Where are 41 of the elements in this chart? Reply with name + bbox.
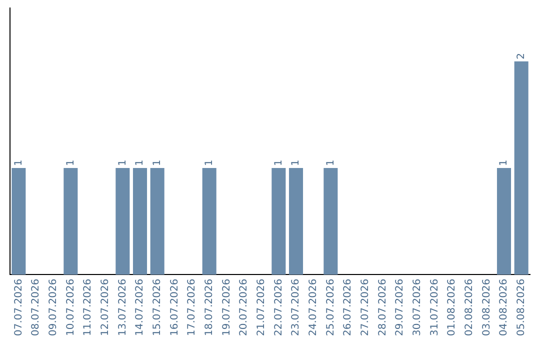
x-tick-label: 16.07.2026 — [169, 278, 180, 336]
x-tick-label: 15.07.2026 — [152, 278, 163, 336]
data-label: 1 — [498, 160, 510, 166]
x-tick-label: 28.07.2026 — [377, 278, 388, 336]
x-tick-label: 30.07.2026 — [412, 278, 423, 336]
x-tick-label: 22.07.2026 — [273, 278, 284, 336]
x-tick-label: 23.07.2026 — [290, 278, 302, 336]
x-tick-label: 19.07.2026 — [221, 278, 232, 336]
data-label: 1 — [117, 160, 128, 166]
x-tick-label: 11.07.2026 — [82, 278, 94, 336]
x-tick-label: 02.08.2026 — [464, 278, 475, 336]
x-tick-label: 26.07.2026 — [342, 278, 354, 336]
x-tick-label: 25.07.2026 — [325, 278, 336, 336]
x-tick-label: 08.07.2026 — [30, 278, 42, 336]
x-tick-label: 10.07.2026 — [65, 278, 76, 336]
x-tick-label: 09.07.2026 — [48, 278, 59, 336]
x-tick-label: 14.07.2026 — [134, 278, 146, 336]
x-tick-label: 05.08.2026 — [516, 278, 527, 336]
data-label: 1 — [134, 160, 146, 166]
x-tick-label: 12.07.2026 — [100, 278, 111, 336]
data-label: 1 — [204, 160, 215, 166]
data-label: 1 — [273, 160, 284, 166]
x-tick-label: 31.07.2026 — [429, 278, 440, 336]
data-label: 2 — [516, 52, 527, 60]
x-tick-label: 01.08.2026 — [446, 278, 458, 336]
x-tick-label: 27.07.2026 — [360, 278, 371, 336]
x-tick-label: 20.07.2026 — [238, 278, 250, 336]
data-label: 1 — [290, 160, 302, 166]
x-tick-label: 29.07.2026 — [394, 278, 406, 336]
data-label: 1 — [325, 160, 336, 166]
x-tick-label: 04.08.2026 — [498, 278, 510, 336]
x-tick-label: 17.07.2026 — [186, 278, 198, 336]
x-tick-label: 07.07.2026 — [13, 278, 24, 336]
x-tick-label: 21.07.2026 — [256, 278, 267, 336]
x-tick-label: 24.07.2026 — [308, 278, 319, 336]
x-tick-label: 18.07.2026 — [204, 278, 215, 336]
data-label: 1 — [65, 160, 76, 166]
data-label: 1 — [152, 160, 163, 166]
x-tick-label: 03.08.2026 — [481, 278, 492, 336]
data-label: 1 — [13, 160, 24, 166]
x-tick-label: 13.07.2026 — [117, 278, 128, 336]
